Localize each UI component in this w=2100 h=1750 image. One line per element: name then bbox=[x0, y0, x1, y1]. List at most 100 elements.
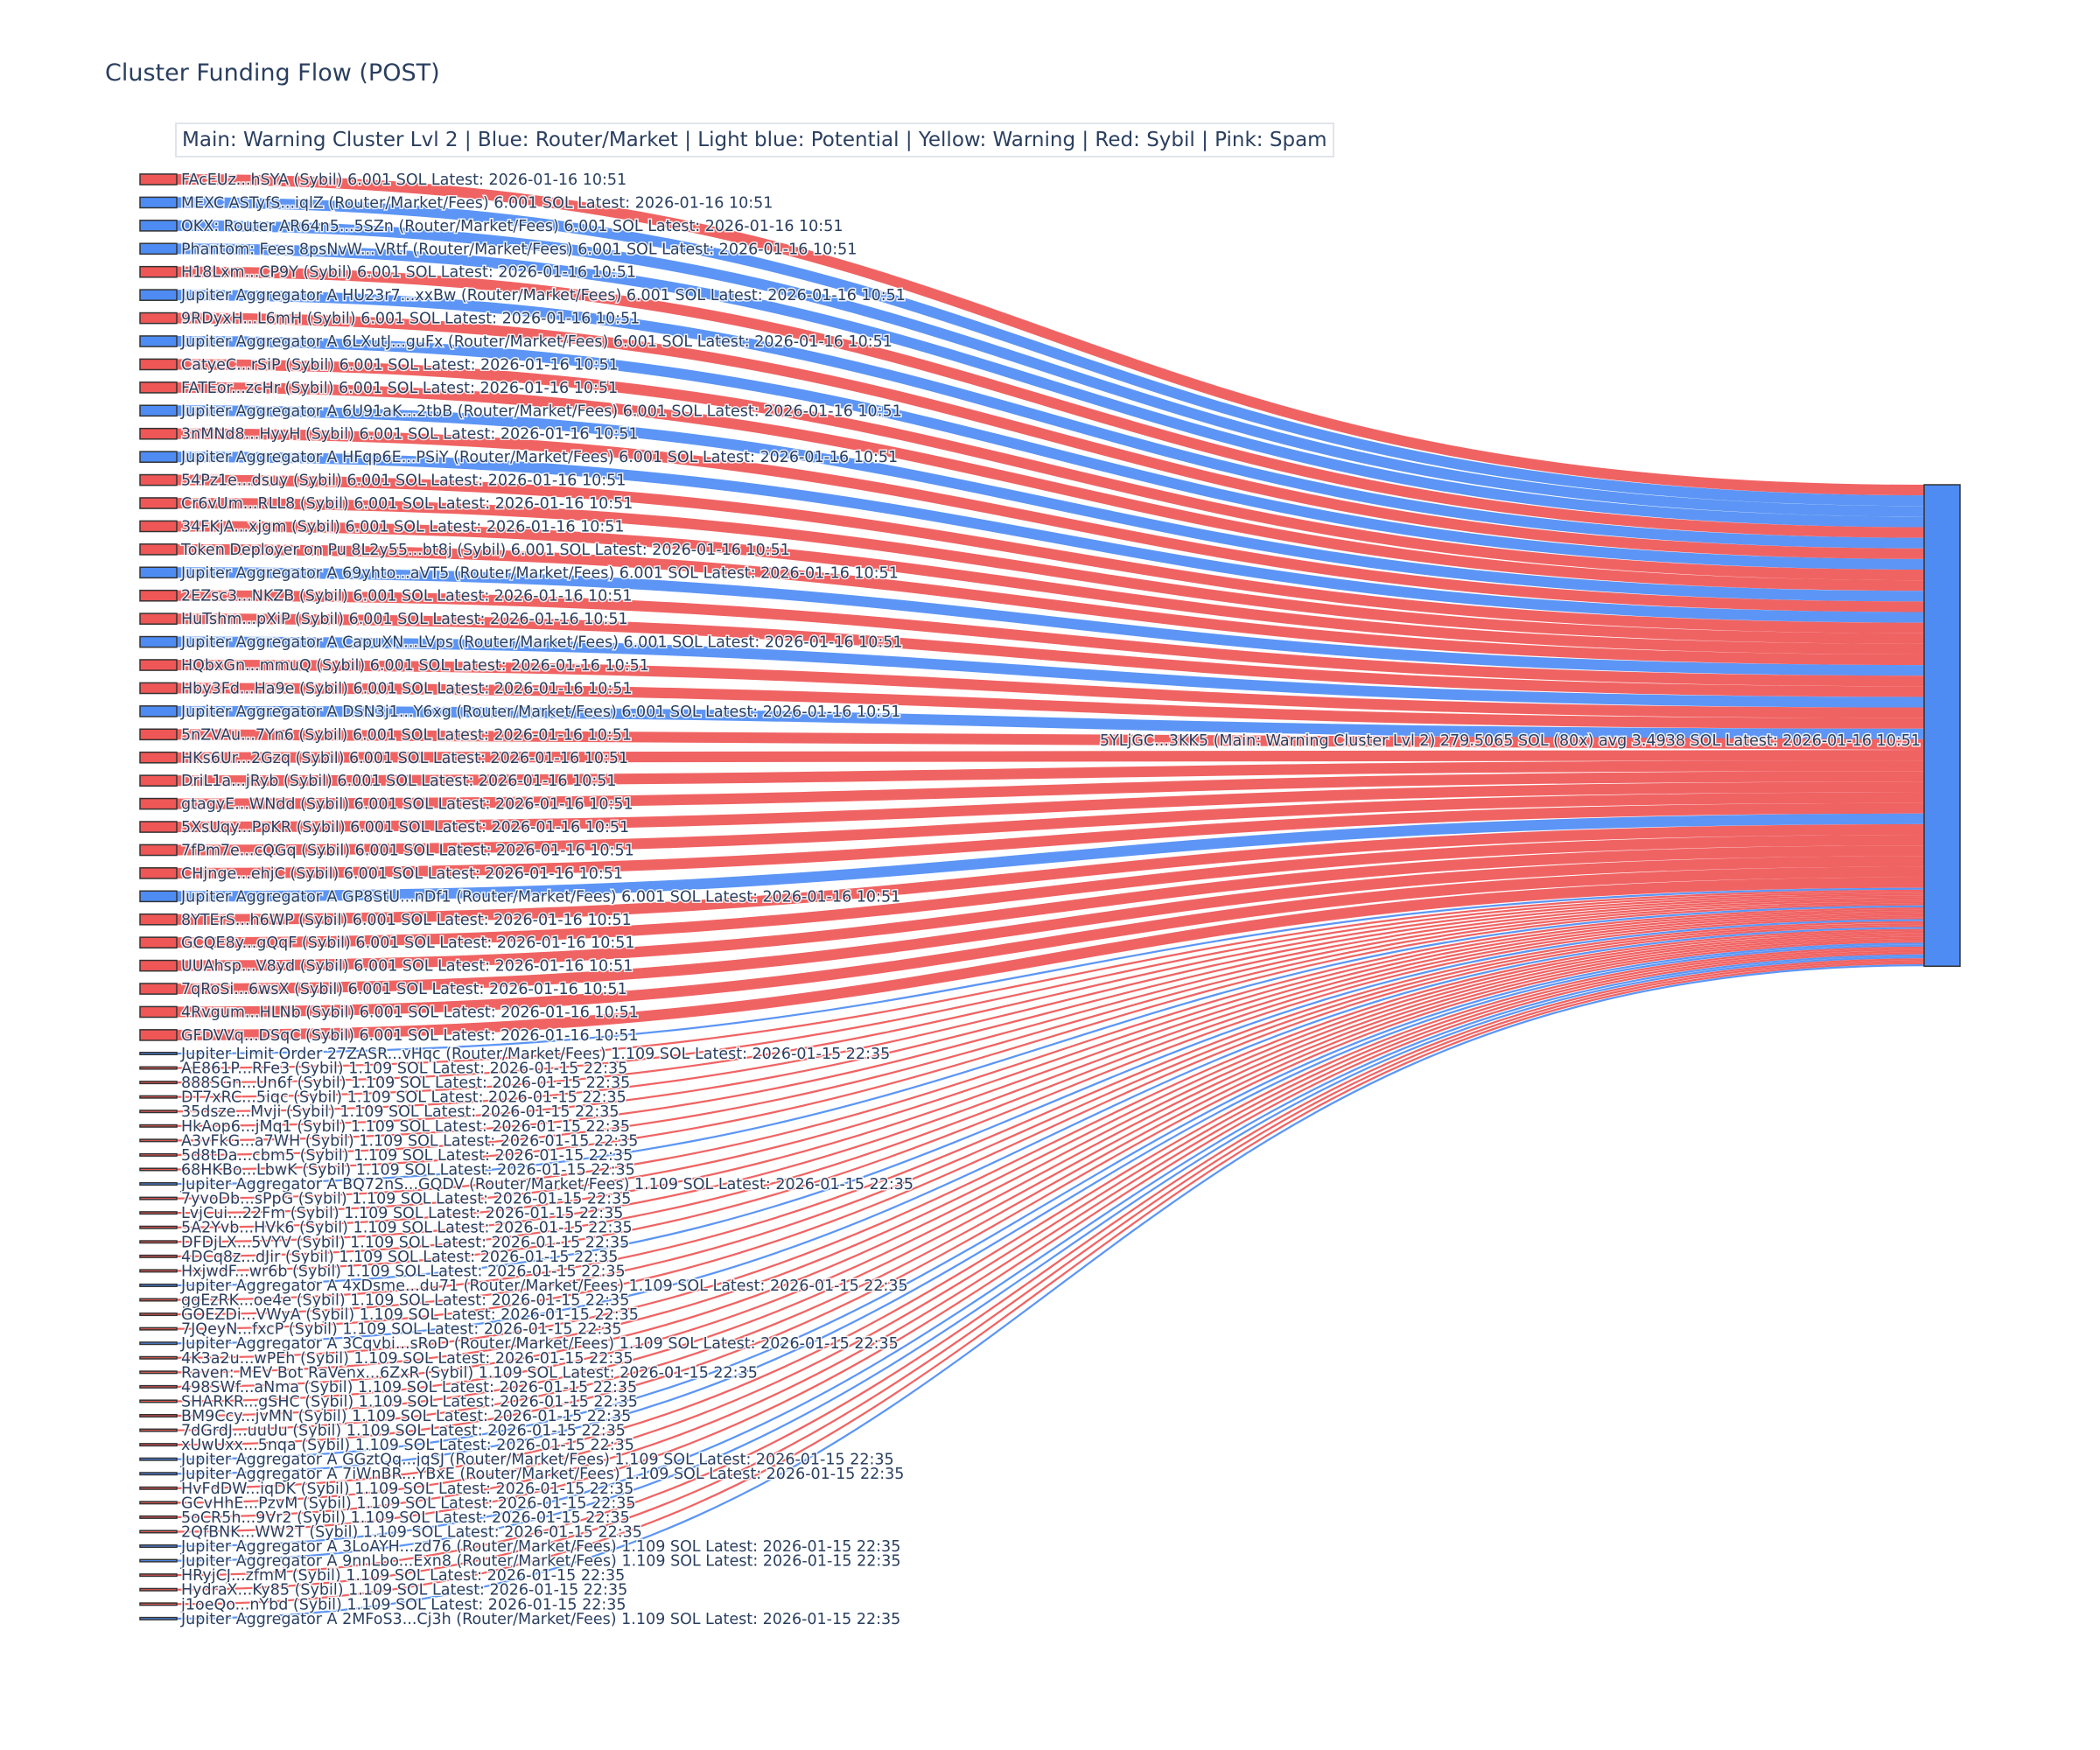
flow-link[interactable] bbox=[176, 925, 1925, 1330]
source-node[interactable] bbox=[139, 1515, 178, 1519]
source-node[interactable] bbox=[139, 242, 178, 256]
source-node[interactable] bbox=[139, 1283, 178, 1287]
flow-link[interactable] bbox=[176, 911, 1925, 1228]
source-node[interactable] bbox=[139, 728, 178, 741]
flow-link[interactable] bbox=[176, 942, 1925, 1460]
flow-link[interactable] bbox=[176, 220, 1925, 517]
flow-link[interactable] bbox=[176, 845, 1925, 971]
flow-link[interactable] bbox=[176, 750, 1925, 763]
flow-link[interactable] bbox=[176, 243, 1925, 528]
flow-link[interactable] bbox=[176, 962, 1925, 1606]
source-node[interactable] bbox=[139, 1152, 178, 1157]
source-node[interactable] bbox=[139, 751, 178, 764]
flow-link[interactable] bbox=[176, 197, 1925, 507]
flow-link[interactable] bbox=[176, 905, 1925, 1186]
flow-link[interactable] bbox=[176, 903, 1925, 1171]
flow-link[interactable] bbox=[176, 813, 1925, 902]
source-node[interactable] bbox=[139, 358, 178, 371]
flow-link[interactable] bbox=[176, 781, 1925, 833]
flow-link[interactable] bbox=[176, 907, 1925, 1200]
flow-link[interactable] bbox=[176, 950, 1925, 1519]
source-node[interactable] bbox=[139, 427, 178, 440]
source-node[interactable] bbox=[139, 1399, 178, 1404]
flow-link[interactable] bbox=[176, 266, 1925, 538]
flow-link[interactable] bbox=[176, 913, 1925, 1243]
flow-link[interactable] bbox=[176, 892, 1925, 1084]
source-node[interactable] bbox=[139, 1167, 178, 1172]
source-node[interactable] bbox=[139, 890, 178, 903]
flow-link[interactable] bbox=[176, 823, 1925, 925]
source-node[interactable] bbox=[139, 520, 178, 533]
flow-link[interactable] bbox=[176, 771, 1925, 809]
source-node[interactable] bbox=[139, 1029, 178, 1041]
flow-link[interactable] bbox=[176, 682, 1925, 729]
flow-link[interactable] bbox=[176, 933, 1925, 1389]
flow-link[interactable] bbox=[176, 290, 1925, 549]
flow-link[interactable] bbox=[176, 909, 1925, 1214]
source-node[interactable] bbox=[139, 1486, 178, 1490]
source-node[interactable] bbox=[139, 1138, 178, 1143]
source-node[interactable] bbox=[139, 1052, 178, 1055]
source-node[interactable] bbox=[139, 1443, 178, 1447]
flow-link[interactable] bbox=[176, 895, 1925, 1113]
source-node[interactable] bbox=[139, 1225, 178, 1229]
source-node[interactable] bbox=[139, 589, 178, 602]
source-node[interactable] bbox=[139, 1110, 178, 1114]
source-node[interactable] bbox=[139, 1544, 178, 1549]
source-node[interactable] bbox=[139, 312, 178, 325]
flow-link[interactable] bbox=[176, 936, 1925, 1418]
source-node[interactable] bbox=[139, 867, 178, 879]
flow-link[interactable] bbox=[176, 521, 1925, 654]
flow-link[interactable] bbox=[176, 590, 1925, 687]
flow-link[interactable] bbox=[176, 382, 1925, 592]
source-node[interactable] bbox=[139, 682, 178, 695]
flow-link[interactable] bbox=[176, 901, 1925, 1157]
source-node[interactable] bbox=[139, 844, 178, 857]
flow-link[interactable] bbox=[176, 897, 1925, 1127]
source-node[interactable] bbox=[139, 936, 178, 949]
source-node[interactable] bbox=[139, 1298, 178, 1302]
source-node[interactable] bbox=[139, 705, 178, 718]
source-node[interactable] bbox=[139, 220, 178, 232]
source-node[interactable] bbox=[139, 265, 178, 278]
source-node[interactable] bbox=[139, 1457, 178, 1461]
source-node[interactable] bbox=[139, 1414, 178, 1418]
source-node[interactable] bbox=[139, 1182, 178, 1186]
source-node[interactable] bbox=[139, 451, 178, 463]
source-node[interactable] bbox=[139, 1587, 178, 1592]
source-node[interactable] bbox=[139, 913, 178, 926]
source-node[interactable] bbox=[139, 983, 178, 995]
flow-link[interactable] bbox=[176, 956, 1925, 1562]
flow-link[interactable] bbox=[176, 659, 1925, 718]
source-node[interactable] bbox=[139, 797, 178, 810]
flow-link[interactable] bbox=[176, 960, 1925, 1591]
source-node[interactable] bbox=[139, 1326, 178, 1331]
flow-link[interactable] bbox=[176, 963, 1925, 1620]
flow-link[interactable] bbox=[176, 889, 1925, 1069]
source-node[interactable] bbox=[139, 1196, 178, 1200]
source-node[interactable] bbox=[139, 1341, 178, 1346]
flow-link[interactable] bbox=[176, 946, 1925, 1489]
flow-link[interactable] bbox=[176, 958, 1925, 1577]
flow-link[interactable] bbox=[176, 954, 1925, 1548]
flow-link[interactable] bbox=[176, 312, 1925, 559]
flow-link[interactable] bbox=[176, 835, 1925, 948]
source-node[interactable] bbox=[139, 821, 178, 833]
flow-link[interactable] bbox=[176, 497, 1925, 644]
source-node[interactable] bbox=[139, 1269, 178, 1273]
source-node[interactable] bbox=[139, 382, 178, 394]
source-node[interactable] bbox=[139, 774, 178, 787]
flow-link[interactable] bbox=[176, 938, 1925, 1432]
source-node[interactable] bbox=[139, 1211, 178, 1215]
source-node[interactable] bbox=[139, 196, 178, 209]
flow-link[interactable] bbox=[176, 792, 1925, 856]
source-node[interactable] bbox=[139, 635, 178, 648]
source-node[interactable] bbox=[139, 173, 178, 186]
flow-link[interactable] bbox=[176, 636, 1925, 708]
source-node[interactable] bbox=[139, 1530, 178, 1534]
flow-link[interactable] bbox=[176, 760, 1925, 787]
flow-link[interactable] bbox=[176, 359, 1925, 581]
source-node[interactable] bbox=[139, 1095, 178, 1099]
flow-link[interactable] bbox=[176, 934, 1925, 1403]
flow-link[interactable] bbox=[176, 567, 1925, 676]
